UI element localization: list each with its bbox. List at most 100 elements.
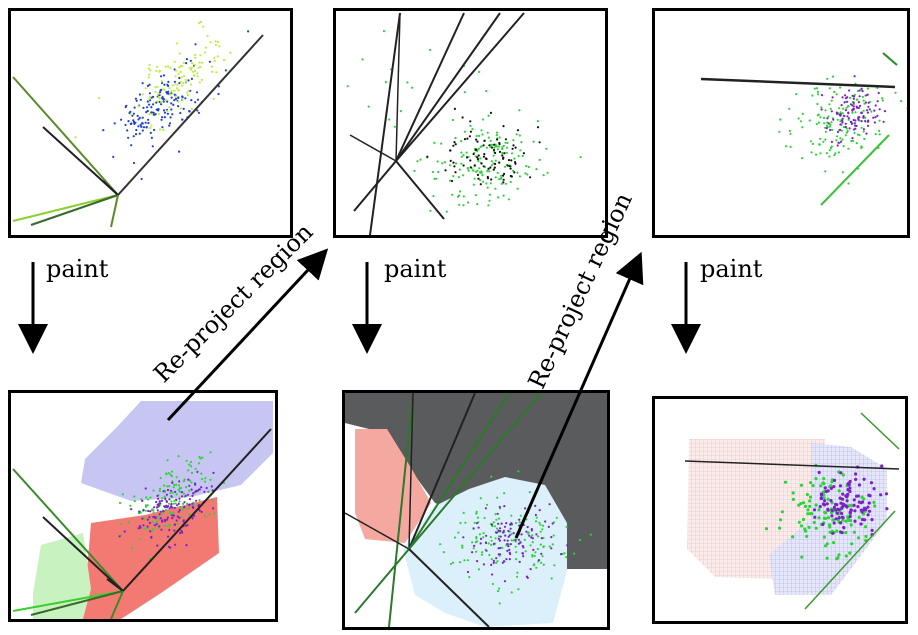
data-point <box>535 533 538 536</box>
data-point <box>881 99 884 102</box>
data-point <box>439 543 442 546</box>
data-point <box>489 166 492 169</box>
data-point <box>458 190 462 193</box>
data-point <box>856 505 860 509</box>
data-point <box>189 465 193 468</box>
data-point <box>485 157 488 161</box>
data-point <box>214 43 217 47</box>
data-point <box>497 537 500 540</box>
data-point <box>229 51 232 54</box>
data-point <box>193 63 196 66</box>
data-point <box>487 167 490 170</box>
data-point <box>477 177 480 180</box>
paint-label-1: paint <box>46 255 109 283</box>
data-point <box>527 531 530 534</box>
data-point <box>146 527 149 530</box>
data-point <box>181 84 184 87</box>
data-point <box>189 59 192 62</box>
data-point <box>535 168 538 171</box>
data-point <box>463 130 467 133</box>
data-point <box>488 144 491 147</box>
data-point <box>817 121 820 124</box>
data-point <box>831 128 834 131</box>
data-point <box>127 521 130 524</box>
data-point <box>542 174 545 177</box>
data-point <box>492 561 495 564</box>
data-point <box>138 525 141 528</box>
data-point <box>518 560 521 563</box>
data-point <box>160 88 163 91</box>
data-point <box>482 563 485 566</box>
data-point <box>815 87 819 90</box>
data-point <box>457 194 461 197</box>
data-point <box>146 498 150 501</box>
data-point <box>841 138 844 141</box>
data-point <box>189 89 192 92</box>
data-point <box>495 557 498 560</box>
data-point <box>187 507 190 510</box>
data-point <box>493 166 496 169</box>
data-point <box>209 478 212 481</box>
data-point <box>539 523 542 526</box>
data-point <box>479 157 482 160</box>
data-point <box>186 94 189 97</box>
data-point <box>462 195 465 198</box>
data-point <box>448 164 452 167</box>
data-point <box>494 531 498 534</box>
data-point <box>783 480 788 484</box>
data-point <box>166 485 169 488</box>
data-point <box>163 116 166 119</box>
data-point <box>130 508 133 511</box>
data-point <box>872 500 876 504</box>
data-point <box>856 106 859 109</box>
data-point <box>185 459 188 462</box>
data-point <box>821 522 825 526</box>
data-point <box>838 484 843 488</box>
data-point <box>141 82 144 85</box>
data-point <box>816 102 819 106</box>
data-point <box>819 484 823 488</box>
data-point <box>839 128 842 131</box>
data-point <box>466 201 470 204</box>
data-point <box>458 561 461 564</box>
data-point <box>182 107 185 110</box>
data-point <box>157 96 160 99</box>
data-point <box>507 159 511 162</box>
data-point <box>502 144 505 147</box>
data-point <box>524 172 527 175</box>
data-point <box>512 144 515 147</box>
data-point <box>510 522 513 525</box>
data-point <box>846 129 849 133</box>
data-point <box>152 103 155 106</box>
data-point <box>141 122 144 125</box>
data-point <box>185 62 188 65</box>
data-point <box>472 183 475 186</box>
data-point <box>841 171 844 174</box>
data-point <box>853 509 857 513</box>
data-point <box>830 121 833 124</box>
data-point <box>513 171 516 174</box>
data-point <box>876 114 879 117</box>
data-point <box>826 516 831 520</box>
data-point <box>476 158 480 161</box>
data-point <box>873 109 876 112</box>
data-point <box>544 520 547 523</box>
data-point <box>830 140 833 143</box>
data-point <box>852 128 856 131</box>
data-point <box>200 510 203 513</box>
data-point <box>825 556 829 560</box>
data-point <box>870 518 874 522</box>
data-point <box>824 126 827 129</box>
data-point <box>833 154 836 157</box>
data-point <box>551 522 554 525</box>
data-point <box>817 93 820 96</box>
data-point <box>185 58 188 61</box>
data-point <box>197 66 200 69</box>
data-point <box>538 521 541 524</box>
data-point <box>830 110 833 113</box>
data-point <box>855 142 858 145</box>
data-point <box>167 80 170 83</box>
data-point <box>361 58 364 61</box>
data-point <box>492 559 495 562</box>
